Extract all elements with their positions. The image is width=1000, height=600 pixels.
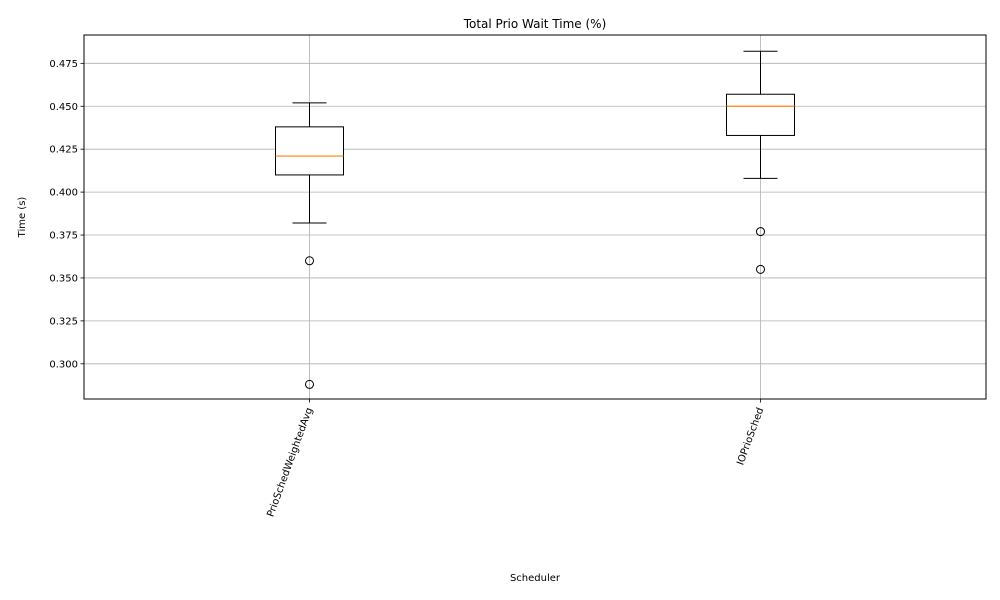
y-tick-label: 0.350	[49, 273, 78, 284]
y-tick-label: 0.300	[49, 359, 78, 370]
y-axis-label: Time (s)	[17, 197, 28, 239]
y-tick-label: 0.450	[49, 102, 78, 113]
y-tick-label: 0.425	[49, 145, 78, 156]
outlier-point	[756, 227, 765, 237]
plot-area	[84, 35, 986, 399]
y-tick-label: 0.375	[49, 231, 78, 242]
outlier-point	[305, 379, 314, 389]
box-iqr	[726, 93, 795, 136]
plot-frame	[83, 34, 987, 400]
box-IOPrioSched	[726, 50, 795, 274]
box-series	[275, 50, 795, 389]
y-axis: 0.300 0.325 0.350 0.375 0.400 0.425 0.450 0.475	[49, 59, 84, 370]
y-tick-label: 0.325	[49, 316, 78, 327]
chart-title: Total Prio Wait Time (%)	[463, 17, 607, 31]
x-axis-label: Scheduler	[510, 573, 561, 584]
y-tick-label: 0.475	[49, 59, 78, 70]
y-tick-label: 0.400	[49, 188, 78, 199]
outlier-point	[305, 256, 314, 266]
box-iqr	[275, 126, 344, 176]
outlier-point	[756, 264, 765, 274]
grid-lines	[84, 35, 986, 399]
box-PrioSchedWeightedAvg	[275, 102, 344, 389]
